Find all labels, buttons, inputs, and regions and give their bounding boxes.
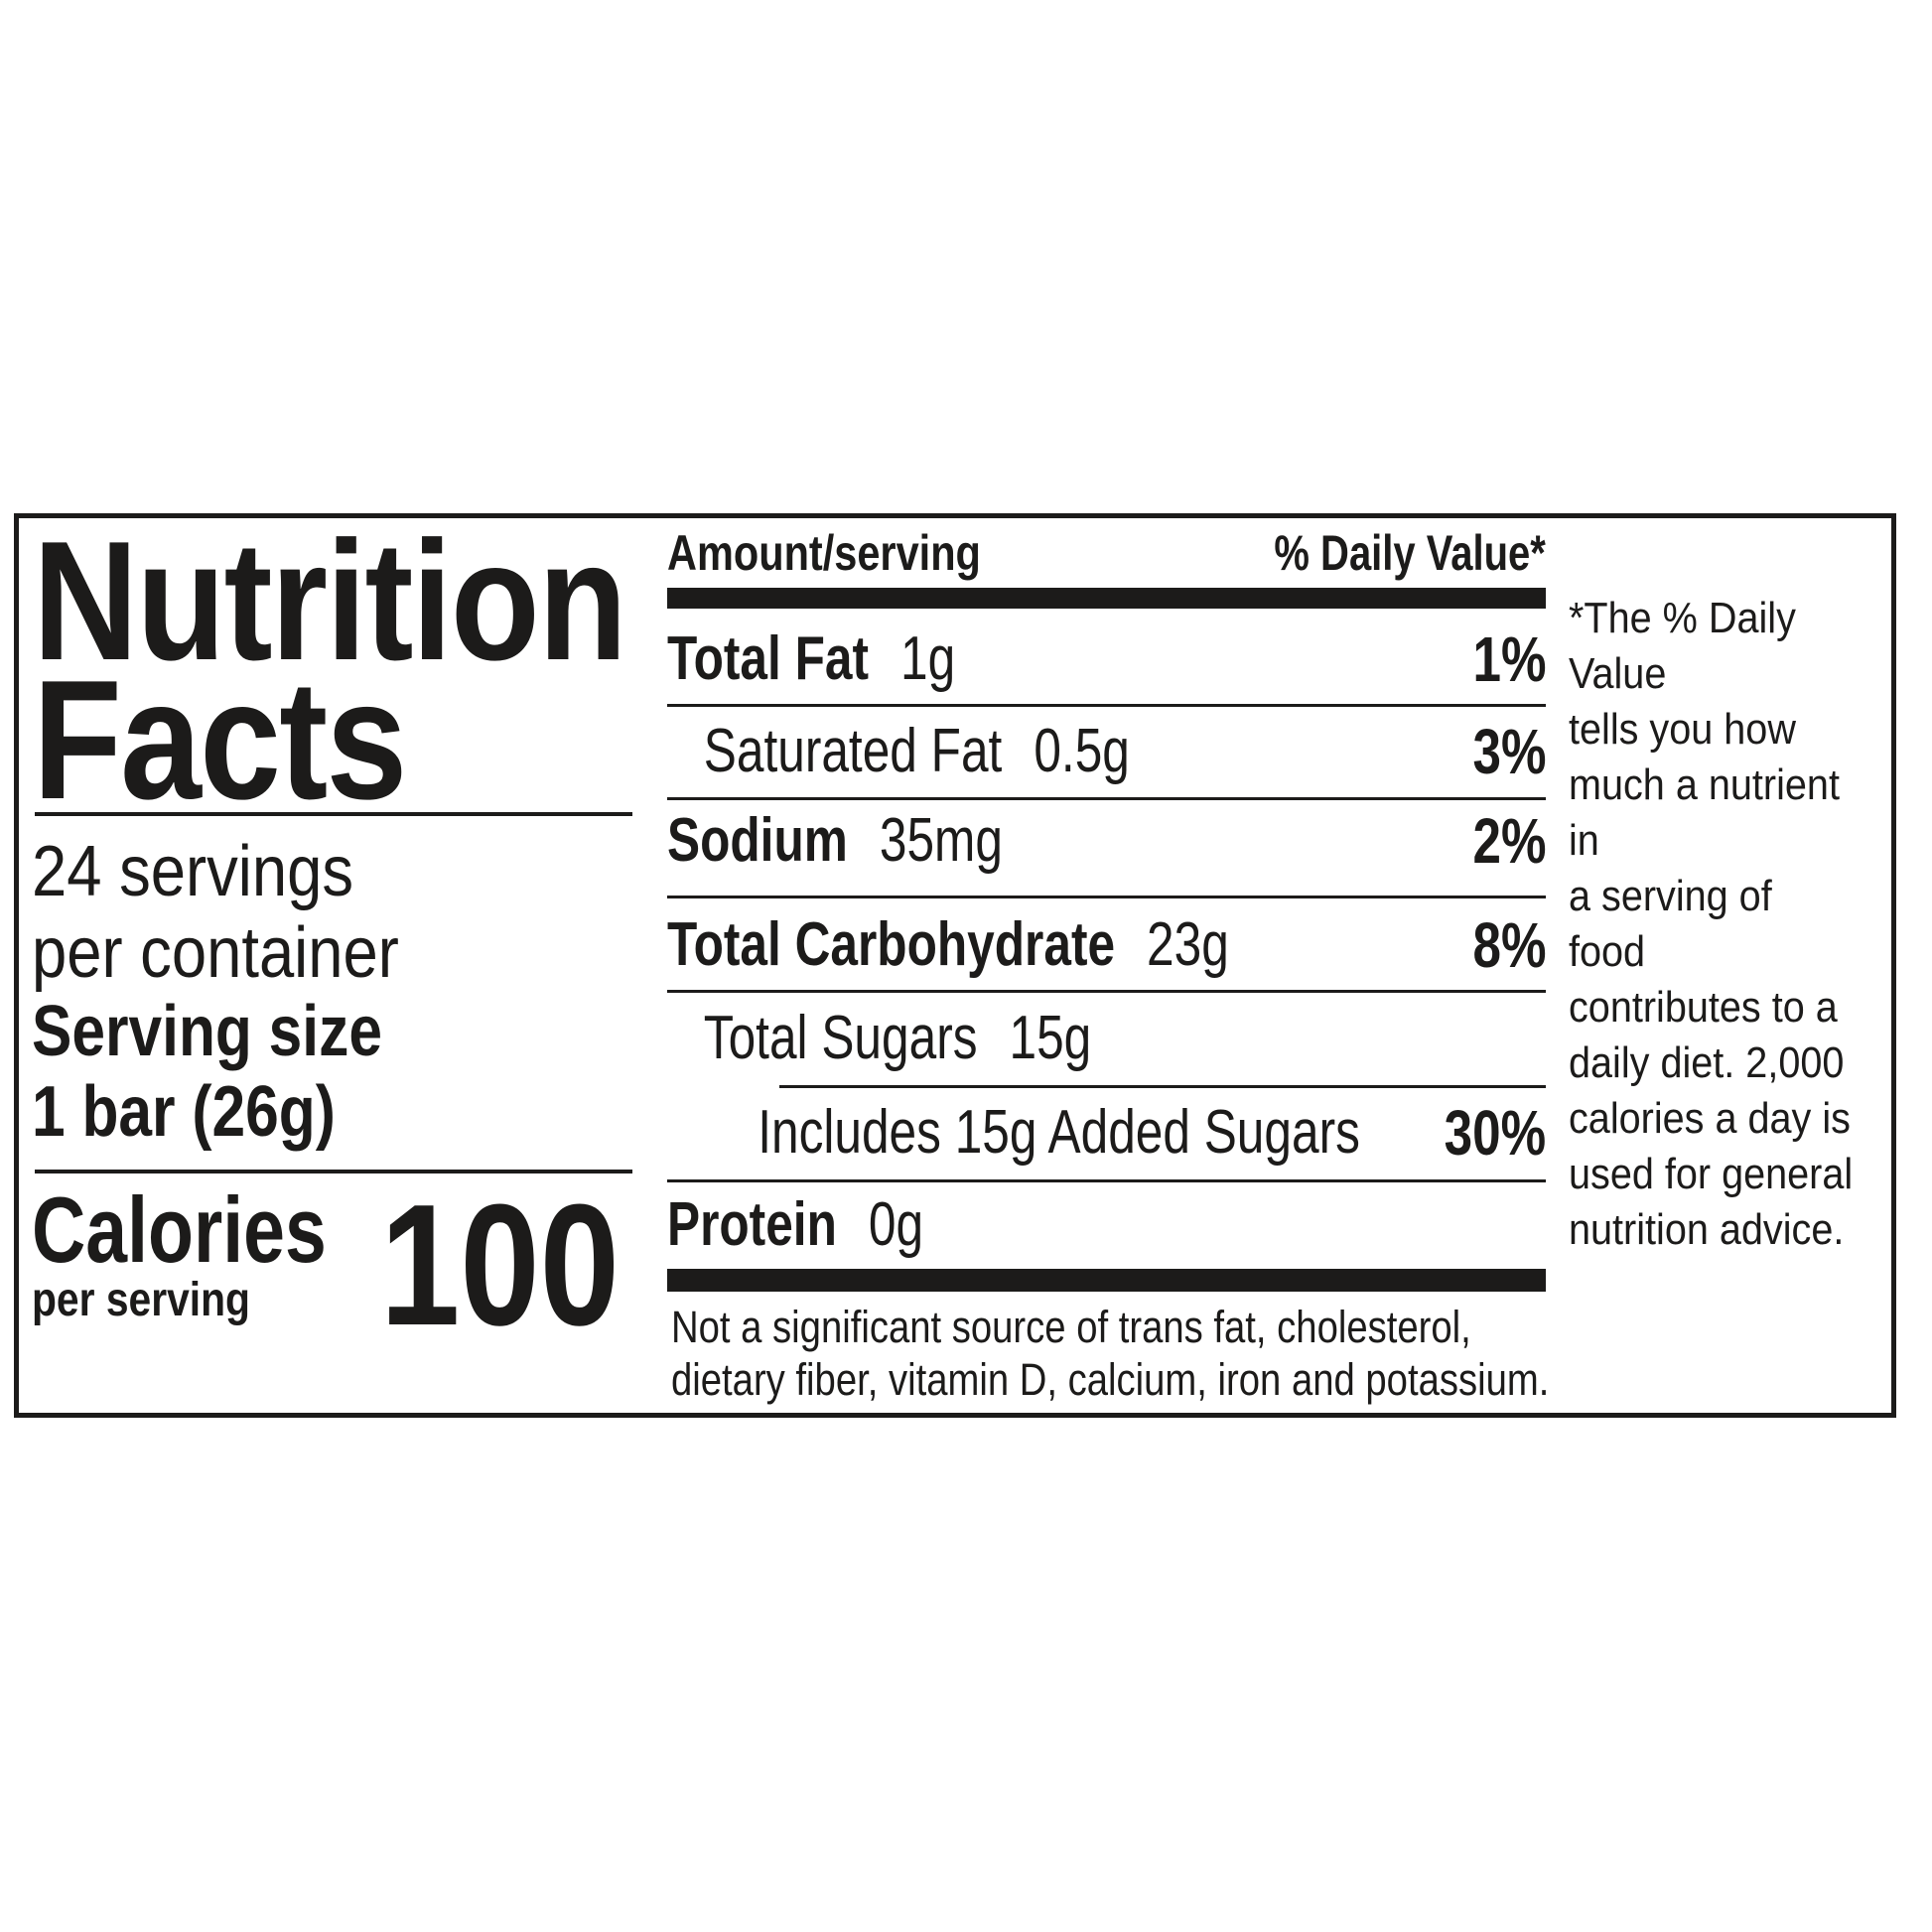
header-thick-rule (667, 588, 1546, 609)
table-row-total-sugars: Total Sugars 15g (667, 1008, 1546, 1069)
table-row-saturated-fat: Saturated Fat 0.5g 3% (667, 716, 1546, 787)
servings-per-container-line2: per container (32, 917, 449, 989)
left-divider-top (35, 812, 632, 816)
calories-sublabel-text: per serving (32, 1274, 250, 1326)
nutrient-amount: 15g (1009, 1004, 1092, 1072)
nutrient-name: Total Carbohydrate (667, 910, 1116, 979)
calories-value: 100 (380, 1178, 668, 1351)
daily-value-footnote-text: *The % Daily Value tells you how much a … (1569, 594, 1854, 1254)
serving-size-value-text: 1 bar (26g) (32, 1072, 336, 1152)
nutrient-amount: 1g (899, 624, 956, 693)
panel-title-line2: Facts (33, 655, 467, 825)
calories-sublabel: per serving (32, 1277, 289, 1324)
table-row-protein: Protein 0g (667, 1194, 1546, 1256)
row-divider (667, 797, 1546, 800)
table-row-total-fat: Total Fat 1g 1% (667, 623, 1546, 695)
row-label: Total Fat 1g (667, 628, 955, 690)
nutrient-name: Total Fat (667, 624, 869, 693)
calories-value-text: 100 (380, 1168, 620, 1361)
nutrient-daily-value: 2% (1472, 805, 1546, 877)
nutrient-name: Saturated Fat (703, 717, 1003, 785)
calories-label-text: Calories (32, 1177, 327, 1282)
percent-daily-value-header: % Daily Value* (1274, 525, 1546, 581)
row-divider (667, 990, 1546, 993)
row-label: Protein 0g (667, 1194, 923, 1256)
row-divider (667, 704, 1546, 707)
nutrient-amount: 23g (1147, 910, 1229, 979)
nutrient-daily-value: 8% (1472, 909, 1546, 981)
footer-thick-rule (667, 1269, 1546, 1292)
nutrient-name: Includes 15g Added Sugars (758, 1098, 1360, 1167)
row-label: Saturated Fat 0.5g (667, 721, 1130, 782)
servings-count-text: 24 servings (32, 832, 354, 911)
nutrient-daily-value: 1% (1472, 623, 1546, 695)
panel-title-text1: Nutrition (33, 506, 627, 696)
nutrient-name: Total Sugars (703, 1004, 978, 1072)
daily-value-footnote: *The % Daily Value tells you how much a … (1569, 591, 1891, 1258)
row-label: Total Carbohydrate 23g (667, 914, 1229, 976)
nutrition-facts-panel: Nutrition Facts 24 servings per containe… (14, 513, 1896, 1418)
nutrient-amount: 0g (868, 1190, 924, 1259)
panel-title-line1: Nutrition (33, 516, 722, 686)
row-divider (667, 896, 1546, 898)
table-row-total-carbohydrate: Total Carbohydrate 23g 8% (667, 909, 1546, 981)
panel-title-text2: Facts (33, 645, 407, 835)
servings-per-container-line1: 24 servings (32, 836, 397, 907)
insignificant-source-note: Not a significant source of trans fat, c… (671, 1301, 1704, 1406)
table-row-sodium: Sodium 35mg 2% (667, 805, 1546, 877)
amount-per-serving-header: Amount/serving (667, 525, 981, 581)
servings-container-text: per container (32, 913, 399, 993)
table-header-row: Amount/serving % Daily Value* (667, 528, 1546, 578)
row-divider (667, 1179, 1546, 1182)
row-label: Total Sugars 15g (667, 1008, 1091, 1069)
nutrient-daily-value: 3% (1472, 716, 1546, 787)
insignificant-source-note-text: Not a significant source of trans fat, c… (671, 1302, 1550, 1405)
serving-size-value: 1 bar (26g) (32, 1076, 393, 1148)
nutrient-amount: 0.5g (1034, 717, 1130, 785)
nutrient-amount: 35mg (879, 806, 1003, 875)
nutrient-name: Protein (667, 1190, 837, 1259)
table-row-added-sugars: Includes 15g Added Sugars 30% (667, 1097, 1546, 1169)
row-divider-indented (779, 1085, 1546, 1088)
row-label: Includes 15g Added Sugars (667, 1102, 1360, 1164)
serving-size-label-text: Serving size (32, 992, 382, 1071)
nutrient-daily-value: 30% (1444, 1097, 1546, 1169)
row-label: Sodium 35mg (667, 810, 1003, 872)
nutrient-name: Sodium (667, 806, 848, 875)
left-divider-calories (35, 1170, 632, 1173)
calories-label: Calories (32, 1183, 400, 1277)
serving-size-label: Serving size (32, 996, 449, 1067)
